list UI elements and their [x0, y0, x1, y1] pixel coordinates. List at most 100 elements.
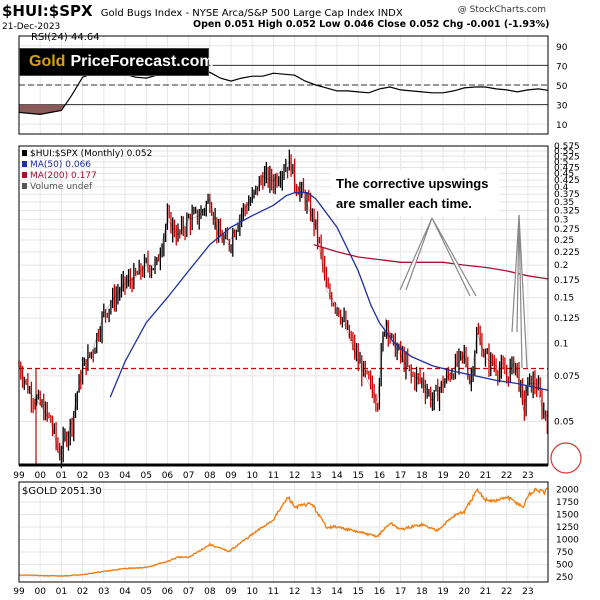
- price-tick-label: 0.35: [554, 198, 574, 208]
- price-tick-label: 0.5: [554, 158, 568, 168]
- price-tick-label: 0.45: [554, 170, 574, 180]
- legend-label: MA(50) 0.066: [30, 160, 91, 170]
- x-tick-label: 05: [140, 471, 151, 481]
- x-tick-label: 12: [289, 471, 300, 481]
- x-tick-label-bottom: 22: [501, 587, 512, 597]
- price-tick-label: 0.575: [554, 142, 580, 152]
- rsi-frame: [18, 35, 549, 135]
- price-tick-label: 0.55: [554, 147, 574, 157]
- gold-tick-label: 500: [556, 561, 573, 571]
- pointer-arrow-2022a: [511, 214, 520, 333]
- x-tick-label: 00: [34, 471, 46, 481]
- gold-tick-label: 1750: [556, 498, 579, 508]
- goldpriceforecast-logo: Gold PriceForecast.com: [19, 48, 214, 76]
- price-panel: 0.050.0750.10.1250.150.1750.20.2250.250.…: [18, 142, 580, 469]
- x-tick-label-bottom: 04: [119, 587, 131, 597]
- price-tick-label: 0.175: [554, 276, 580, 286]
- gold-tick-label: 1000: [556, 536, 579, 546]
- x-tick-label-bottom: 13: [310, 587, 321, 597]
- gold-tick-label: 750: [556, 548, 573, 558]
- x-tick-label-bottom: 19: [437, 587, 449, 597]
- price-tick-label: 0.05: [554, 417, 574, 427]
- price-tick-label: 0.4: [554, 183, 569, 193]
- ma200-line: [313, 243, 549, 280]
- rsi-tick-label: 90: [556, 43, 568, 53]
- x-tick-label-bottom: 20: [459, 587, 471, 597]
- x-tick-label: 04: [119, 471, 131, 481]
- x-tick-label-bottom: 14: [331, 587, 343, 597]
- x-tick-label-bottom: 03: [98, 587, 109, 597]
- price-tick-label: 0.1: [554, 339, 568, 349]
- rsi-oversold-fill: [19, 104, 66, 115]
- rsi-tick-label: 70: [556, 62, 568, 72]
- x-tick-label: 09: [225, 471, 237, 481]
- price-tick-label: 0.275: [554, 225, 580, 235]
- legend-label: MA(200) 0.177: [30, 171, 97, 181]
- gold-panel: 250 500 750 1000 1250 1500 1750 2000 $GOLD 2051.…: [18, 481, 579, 583]
- x-tick-label: 06: [162, 471, 174, 481]
- x-tick-label-bottom: 08: [204, 587, 216, 597]
- gold-tick-label: 2000: [556, 486, 579, 496]
- annotation-box: [331, 170, 499, 216]
- chart-header: $HUI:$SPX Gold Bugs Index - NYSE Arca/S&…: [2, 2, 403, 20]
- chart-date: 21-Dec-2023: [2, 22, 61, 32]
- x-tick-label: 01: [56, 471, 67, 481]
- x-tick-label-bottom: 99: [13, 587, 25, 597]
- price-tick-label: 0.15: [554, 294, 574, 304]
- price-tick-label: 0.525: [554, 152, 580, 162]
- highlight-circle: [550, 442, 582, 474]
- gold-tick-label: 1500: [556, 511, 579, 521]
- x-tick-label: 16: [374, 471, 386, 481]
- x-tick-label: 18: [416, 471, 428, 481]
- annotation-line1: The corrective upswings: [336, 176, 488, 191]
- gold-frame: [18, 481, 549, 583]
- x-tick-label-bottom: 00: [34, 587, 46, 597]
- price-tick-label: 0.2: [554, 261, 568, 271]
- annotation-overlay: The corrective upswings are smaller each …: [331, 170, 582, 474]
- x-axis: 99 99 00 00 01 01 02 02 03 03 04 04 05 05 06 06 07 07 08 08…: [13, 471, 533, 597]
- gold-tick-label: 1250: [556, 523, 579, 533]
- ma50-line: [109, 192, 549, 398]
- x-tick-label: 08: [204, 471, 216, 481]
- x-tick-label: 07: [183, 471, 194, 481]
- legend-label: Volume undef: [30, 182, 93, 192]
- price-tick-label: 0.125: [554, 314, 580, 324]
- rsi-tick-label: 10: [556, 121, 568, 131]
- price-tick-label: 0.475: [554, 164, 580, 174]
- watermark: @ StockCharts.com: [457, 5, 546, 15]
- x-tick-label-bottom: 12: [289, 587, 300, 597]
- x-tick-label-bottom: 15: [353, 587, 364, 597]
- x-tick-label-bottom: 09: [225, 587, 237, 597]
- x-tick-label: 13: [310, 471, 321, 481]
- x-tick-label-bottom: 23: [522, 587, 533, 597]
- x-tick-label: 21: [480, 471, 491, 481]
- x-tick-label: 99: [13, 471, 25, 481]
- x-tick-label: 23: [522, 471, 533, 481]
- price-frame: [18, 145, 549, 466]
- price-tick-label: 0.25: [554, 236, 574, 246]
- price-tick-label: 0.375: [554, 190, 580, 200]
- x-tick-label: 03: [98, 471, 109, 481]
- x-tick-label: 15: [353, 471, 364, 481]
- x-tick-label: 14: [331, 471, 343, 481]
- rsi-tick-label: 50: [556, 82, 568, 92]
- legend-swatch: [22, 172, 27, 178]
- x-tick-label: 20: [459, 471, 471, 481]
- x-tick-label-bottom: 10: [246, 587, 258, 597]
- pointer-arrow-2020: [431, 217, 477, 297]
- x-tick-label: 19: [437, 471, 449, 481]
- price-tick-label: 0.225: [554, 248, 580, 258]
- rsi-tick-label: 30: [556, 102, 568, 112]
- x-tick-label: 11: [268, 471, 279, 481]
- price-tick-label: 0.325: [554, 206, 580, 216]
- price-tick-label: 0.075: [554, 372, 580, 382]
- x-tick-label: 22: [501, 471, 512, 481]
- x-tick-label: 17: [395, 471, 406, 481]
- x-tick-label-bottom: 16: [374, 587, 386, 597]
- rsi-line: [18, 70, 549, 116]
- x-tick-label-bottom: 06: [162, 587, 174, 597]
- gold-title: $GOLD 2051.30: [22, 486, 102, 497]
- gold-tick-label: 250: [556, 573, 573, 583]
- price-tick-label: 0.3: [554, 215, 568, 225]
